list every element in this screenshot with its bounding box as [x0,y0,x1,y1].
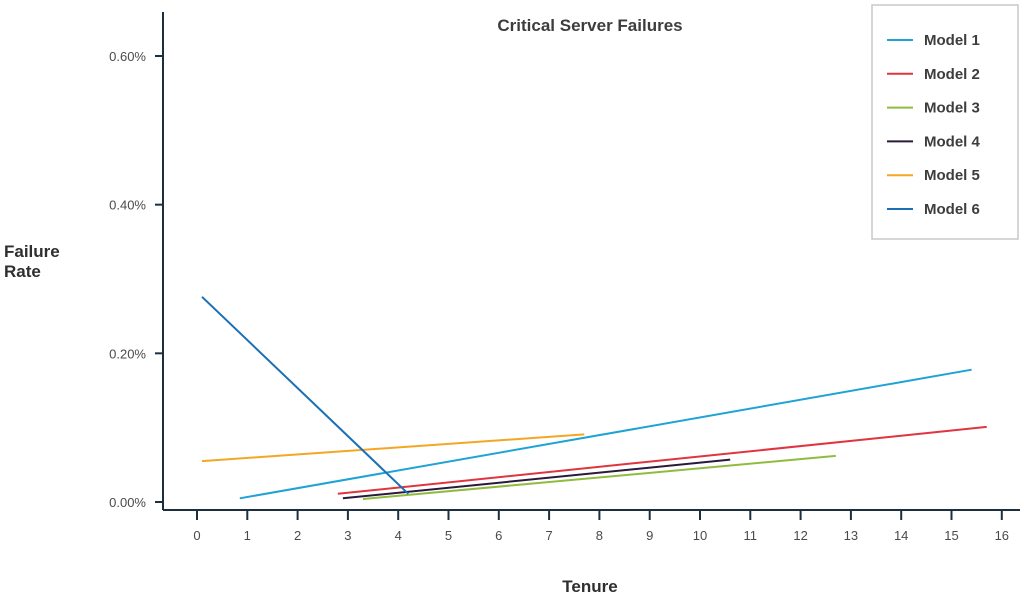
x-tick-label: 15 [944,528,958,543]
legend-label-model-3: Model 3 [924,100,980,117]
legend-label-model-5: Model 5 [924,167,980,184]
series-line-model-4 [342,458,731,500]
legend-items: Model 1 Model 2 Model 3 Model 4 Model 5 Model… [887,32,980,218]
x-ticks: 0 1 2 3 4 5 6 7 8 9 10 11 12 13 14 15 16 [193,510,1009,543]
x-tick-label: 16 [995,528,1009,543]
legend-label-model-1: Model 1 [924,32,980,49]
x-tick-label: 14 [894,528,908,543]
y-tick-label: 0.60% [109,49,146,64]
x-tick-label: 4 [395,528,402,543]
series-lines [201,296,987,500]
series-line-model-6 [201,296,409,495]
y-tick-label: 0.20% [109,346,146,361]
y-axis-title: Failure Rate [4,242,60,281]
x-tick-label: 9 [646,528,653,543]
x-tick-label: 2 [294,528,301,543]
series-line-model-2 [337,425,987,495]
x-tick-label: 3 [344,528,351,543]
legend-label-model-6: Model 6 [924,201,980,218]
series-line-model-1 [239,368,972,500]
legend-label-model-2: Model 2 [924,66,980,83]
x-tick-label: 7 [545,528,552,543]
chart-title: Critical Server Failures [497,16,682,35]
y-axis-title-line-2: Rate [4,262,41,281]
series-line-model-5 [201,433,585,463]
y-ticks: 0.00% 0.20% 0.40% 0.60% [109,49,163,510]
x-axis-title: Tenure [562,577,617,596]
series-line-model-3 [362,454,836,500]
x-tick-label: 8 [596,528,603,543]
x-tick-label: 13 [844,528,858,543]
legend-box [871,4,1019,240]
x-tick-label: 1 [244,528,251,543]
x-tick-label: 0 [193,528,200,543]
legend: Model 1 Model 2 Model 3 Model 4 Model 5 Model… [871,4,1019,240]
x-tick-label: 6 [495,528,502,543]
x-tick-label: 5 [445,528,452,543]
legend-label-model-4: Model 4 [924,133,980,150]
y-tick-label: 0.40% [109,198,146,213]
x-tick-label: 11 [744,528,758,543]
x-tick-label: 10 [693,528,707,543]
y-axis-title-line-1: Failure [4,242,60,261]
y-tick-label: 0.00% [109,495,146,510]
x-tick-label: 12 [793,528,807,543]
